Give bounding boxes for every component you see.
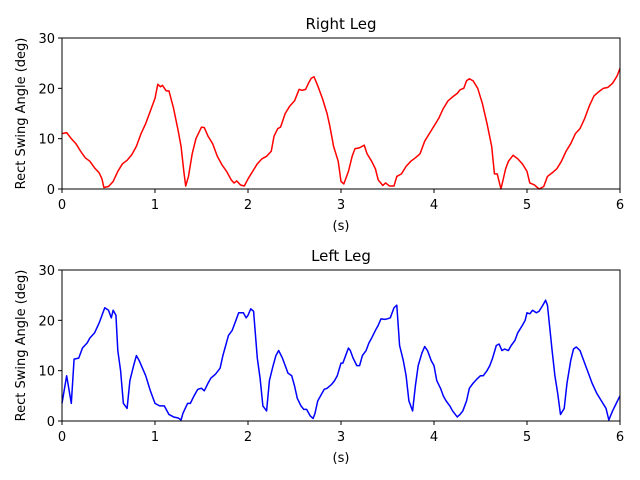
x-tick-label: 4 [430,198,438,213]
chart-title: Right Leg [305,15,376,33]
chart-title: Left Leg [311,247,371,265]
y-axis-label: Rect Swing Angle (deg) [14,38,29,190]
axes-frame [61,37,621,190]
y-tick-label: 0 [47,183,55,198]
x-tick-label: 0 [58,198,66,213]
x-tick-label: 6 [616,430,624,445]
axes-frame [61,269,621,422]
y-tick-label: 0 [47,415,55,430]
x-tick-label: 5 [523,198,531,213]
y-tick-label: 30 [38,32,55,47]
y-axis-label: Rect Swing Angle (deg) [14,270,29,422]
x-tick-label: 1 [151,430,159,445]
y-tick-label: 30 [38,264,55,279]
y-tick-label: 10 [38,133,55,148]
x-axis-label: (s) [333,219,350,234]
data-line [61,299,621,421]
y-tick-label: 20 [38,82,55,97]
x-tick-label: 6 [616,198,624,213]
x-tick-label: 3 [337,430,345,445]
y-tick-label: 10 [38,365,55,380]
x-tick-label: 2 [244,430,252,445]
x-tick-label: 4 [430,430,438,445]
y-tick-label: 20 [38,314,55,329]
x-tick-label: 2 [244,198,252,213]
data-line [61,67,621,190]
x-tick-label: 3 [337,198,345,213]
x-tick-label: 5 [523,430,531,445]
x-tick-label: 1 [151,198,159,213]
x-axis-label: (s) [333,451,350,466]
x-tick-label: 0 [58,430,66,445]
